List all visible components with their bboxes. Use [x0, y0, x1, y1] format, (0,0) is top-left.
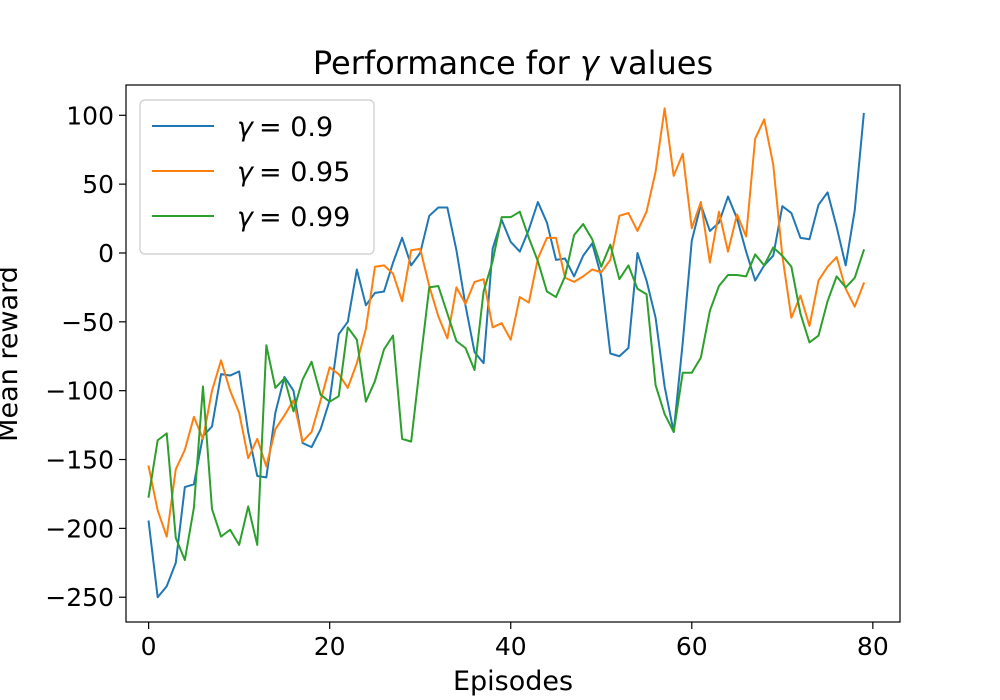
- legend-label-0: γ = 0.9: [237, 112, 333, 143]
- legend-value-2: = 0.99: [259, 202, 350, 233]
- legend-label-1: γ = 0.95: [237, 157, 350, 188]
- legend-value-0: = 0.9: [259, 112, 333, 143]
- y-axis-ticks: 100 50 0 −50 −100 −150 −200 −250: [45, 101, 126, 612]
- y-tick-label: −200: [45, 514, 114, 543]
- x-tick-label: 60: [676, 632, 708, 661]
- series-line-1: [147, 107, 866, 538]
- y-tick-label: 0: [98, 239, 114, 268]
- legend-gamma-1: γ: [237, 157, 255, 188]
- series-line-2: [147, 210, 866, 562]
- chart-title: Performance for γ values: [313, 44, 713, 82]
- legend-gamma-2: γ: [237, 202, 255, 233]
- y-tick-label: 100: [66, 101, 114, 130]
- legend-value-1: = 0.95: [259, 157, 350, 188]
- chart-title-gamma: γ: [580, 44, 601, 82]
- y-tick-label: −150: [45, 446, 114, 475]
- x-axis-ticks: 0 20 40 60 80: [141, 622, 889, 661]
- x-axis-label: Episodes: [453, 666, 573, 697]
- y-tick-label: 50: [82, 170, 114, 199]
- x-tick-label: 20: [314, 632, 346, 661]
- series-lines: [147, 107, 866, 599]
- x-tick-label: 40: [495, 632, 527, 661]
- y-tick-label: −250: [45, 583, 114, 612]
- y-tick-label: −50: [61, 308, 114, 337]
- chart-title-suffix: values: [599, 44, 713, 82]
- legend-gamma-0: γ: [237, 112, 255, 143]
- x-tick-label: 0: [141, 632, 157, 661]
- chart-title-prefix: Performance for: [313, 44, 580, 82]
- x-tick-label: 80: [857, 632, 889, 661]
- legend: γ = 0.9γ = 0.95γ = 0.99: [139, 99, 375, 255]
- series-line-0: [147, 112, 865, 599]
- y-axis-label: Mean reward: [0, 266, 24, 442]
- legend-label-2: γ = 0.99: [237, 202, 350, 233]
- y-tick-label: −100: [45, 377, 114, 406]
- plot-frame: [125, 84, 901, 623]
